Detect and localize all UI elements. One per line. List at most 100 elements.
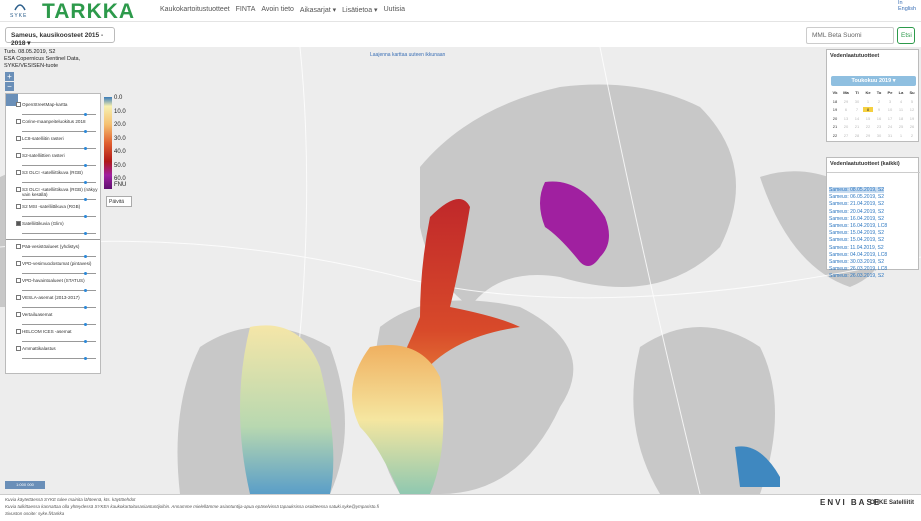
nav-item[interactable]: Uutisia	[383, 6, 405, 13]
opacity-slider[interactable]	[22, 357, 96, 360]
day[interactable]: 7	[855, 107, 859, 112]
day[interactable]: 28	[854, 132, 860, 138]
product-item[interactable]: Sameus: 04.04.2019, LC8	[829, 251, 888, 258]
checkbox[interactable]	[16, 136, 21, 141]
day[interactable]: 6	[844, 107, 848, 112]
day[interactable]: 1	[899, 132, 903, 138]
checkbox[interactable]	[16, 221, 21, 226]
dataset-dropdown[interactable]: Sameus, kausikoosteet 2015 - 2018 ▾	[5, 27, 115, 47]
day[interactable]: 18	[898, 115, 904, 121]
opacity-slider[interactable]	[22, 255, 96, 258]
opacity-slider[interactable]	[22, 232, 96, 235]
slider-knob[interactable]	[84, 357, 87, 360]
nav-item[interactable]: FINTA	[235, 6, 256, 13]
checkbox[interactable]	[16, 170, 21, 175]
layers-icon[interactable]	[6, 94, 18, 106]
zoom-in[interactable]: +	[5, 72, 14, 81]
checkbox[interactable]	[16, 204, 21, 209]
product-item[interactable]: Sameus: 15.04.2019, S2	[829, 237, 885, 244]
layer-item[interactable]: S3 OLCI -satelliittikuva (RGB)	[16, 170, 100, 175]
product-item[interactable]: Sameus: 21.04.2019, S2	[829, 201, 885, 208]
day[interactable]: 2	[877, 98, 881, 104]
layer-item[interactable]: HELCOM ICES -asemat	[16, 329, 100, 334]
nav-item[interactable]: Aikasarjat ▾	[299, 7, 337, 14]
day[interactable]: 3	[888, 98, 892, 104]
product-item[interactable]: Sameus: 16.04.2019, S2	[829, 215, 885, 222]
layer-item[interactable]: OpenStreetMap-kartta	[16, 102, 100, 107]
day[interactable]: 20	[843, 124, 849, 129]
logo[interactable]: TARKKA	[42, 0, 136, 23]
product-item[interactable]: Sameus: 26.03.2019, LC8	[829, 266, 888, 273]
opacity-slider[interactable]	[22, 323, 96, 326]
day[interactable]: 13	[843, 115, 849, 121]
opacity-slider[interactable]	[22, 306, 96, 309]
slider-knob[interactable]	[84, 306, 87, 309]
opacity-slider[interactable]	[22, 181, 96, 184]
layer-item[interactable]: LC8-satelliitin rasteri	[16, 136, 100, 141]
month[interactable]: Toukokuu	[851, 78, 878, 84]
day[interactable]: 21	[854, 124, 860, 129]
checkbox[interactable]	[16, 346, 21, 351]
opacity-slider[interactable]	[22, 113, 96, 116]
checkbox[interactable]	[16, 278, 21, 283]
layer-item[interactable]: S2-satelliittien rasteri	[16, 153, 100, 158]
day[interactable]: 29	[843, 98, 849, 104]
checkbox[interactable]	[16, 153, 21, 158]
layer-item[interactable]: VPD-havaintoalueet (STATUS)	[16, 278, 100, 283]
layer-item[interactable]: VESLA-asemat (2013-2017)	[16, 295, 100, 300]
map-link[interactable]: Laajenna karttaa uuteen ikkunaan	[370, 52, 446, 58]
day[interactable]: 8	[863, 107, 873, 112]
opacity-slider[interactable]	[22, 289, 96, 292]
opacity-slider[interactable]	[22, 164, 96, 167]
search-button[interactable]: Etsi	[897, 27, 915, 44]
slider-knob[interactable]	[84, 232, 87, 235]
day[interactable]: 24	[887, 124, 893, 129]
day[interactable]: 2	[910, 132, 914, 138]
checkbox[interactable]	[16, 244, 21, 249]
day[interactable]: 15	[865, 115, 871, 121]
checkbox[interactable]	[16, 187, 21, 192]
day[interactable]: 17	[887, 115, 893, 121]
day[interactable]: 10	[887, 107, 893, 112]
layer-item[interactable]: Ammattikalastus	[16, 346, 100, 351]
map[interactable]	[0, 47, 921, 494]
day[interactable]: 31	[887, 132, 893, 138]
slider-knob[interactable]	[84, 340, 87, 343]
product-item[interactable]: Sameus: 30.03.2019, S2	[829, 259, 885, 265]
opacity-slider[interactable]	[22, 272, 96, 275]
opacity-slider[interactable]	[22, 215, 96, 218]
zoom-out[interactable]: −	[5, 82, 14, 91]
nav-item[interactable]: Lisätietoa ▾	[342, 7, 378, 14]
product-item[interactable]: Sameus: 26.03.2019, S2	[829, 273, 885, 280]
day[interactable]: 26	[909, 124, 915, 129]
day[interactable]: 19	[909, 115, 915, 121]
checkbox[interactable]	[16, 261, 21, 266]
slider-knob[interactable]	[84, 272, 87, 275]
slider-knob[interactable]	[84, 215, 87, 218]
day[interactable]: 16	[876, 115, 882, 121]
slider-knob[interactable]	[84, 130, 87, 133]
slider-knob[interactable]	[84, 147, 87, 150]
product-item[interactable]: Sameus: 06.05.2019, S2	[829, 194, 885, 201]
layer-item[interactable]: Corine-maanpeiteluokitus 2018	[16, 119, 100, 124]
day[interactable]: 1	[866, 98, 870, 104]
layer-item[interactable]: Pää-vesistöalueet (yhdistys)	[16, 244, 100, 249]
day[interactable]: 27	[843, 132, 849, 138]
checkbox[interactable]	[16, 102, 21, 107]
day[interactable]: 11	[898, 107, 904, 112]
checkbox[interactable]	[16, 329, 21, 334]
day[interactable]: 12	[909, 107, 915, 112]
opacity-slider[interactable]	[22, 198, 96, 201]
day[interactable]: 5	[910, 98, 914, 104]
opacity-slider[interactable]	[22, 147, 96, 150]
day[interactable]: 22	[865, 124, 871, 129]
day[interactable]: 30	[854, 98, 860, 104]
language-link[interactable]: In English	[898, 0, 917, 12]
slider-knob[interactable]	[84, 198, 87, 201]
day[interactable]: 30	[876, 132, 882, 138]
day[interactable]: 25	[898, 124, 904, 129]
checkbox[interactable]	[16, 312, 21, 317]
checkbox[interactable]	[16, 295, 21, 300]
search-input[interactable]: MML Beta Suomi	[806, 27, 894, 44]
layer-item[interactable]: S3 OLCI -satelliittikuva (RGB) (näkyy va…	[16, 187, 100, 197]
